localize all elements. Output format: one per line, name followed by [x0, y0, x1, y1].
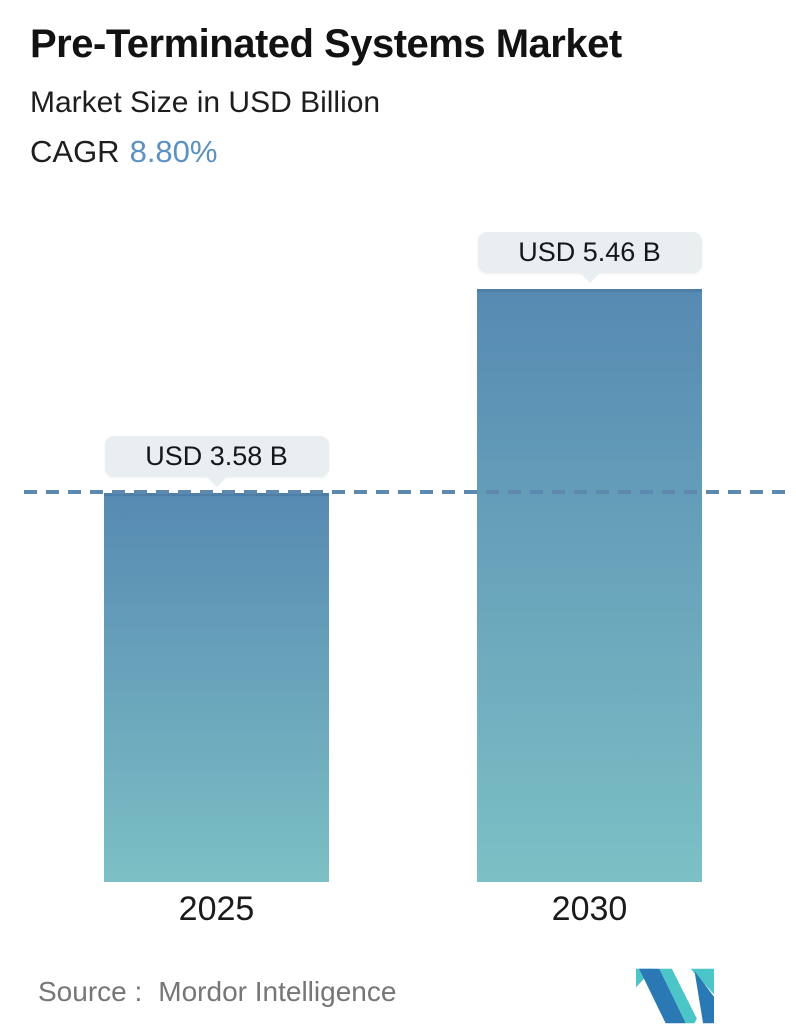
mordor-intelligence-logo — [636, 968, 714, 1024]
reference-dashed-line — [24, 490, 790, 494]
bar-2025[interactable] — [104, 493, 329, 882]
bar-group-2025: USD 3.58 B 2025 — [104, 436, 329, 928]
value-label-2030: USD 5.46 B — [477, 232, 702, 283]
cagr-label: CAGR — [30, 134, 120, 169]
source-credit: Source : Mordor Intelligence — [38, 976, 396, 1008]
bar-group-2030: USD 5.46 B 2030 — [477, 232, 702, 928]
page-title: Pre-Terminated Systems Market — [30, 22, 622, 66]
cagr-value: 8.80% — [129, 134, 218, 169]
value-label-2025: USD 3.58 B — [104, 436, 329, 487]
bar-2030[interactable] — [477, 289, 702, 882]
source-label: Source : — [38, 976, 143, 1007]
x-axis-label-2030: 2030 — [551, 890, 628, 928]
x-axis-label-2025: 2025 — [178, 890, 255, 928]
cagr-line: CAGR 8.80% — [30, 134, 217, 170]
chart-subtitle: Market Size in USD Billion — [30, 86, 381, 119]
source-value: Mordor Intelligence — [158, 976, 397, 1007]
